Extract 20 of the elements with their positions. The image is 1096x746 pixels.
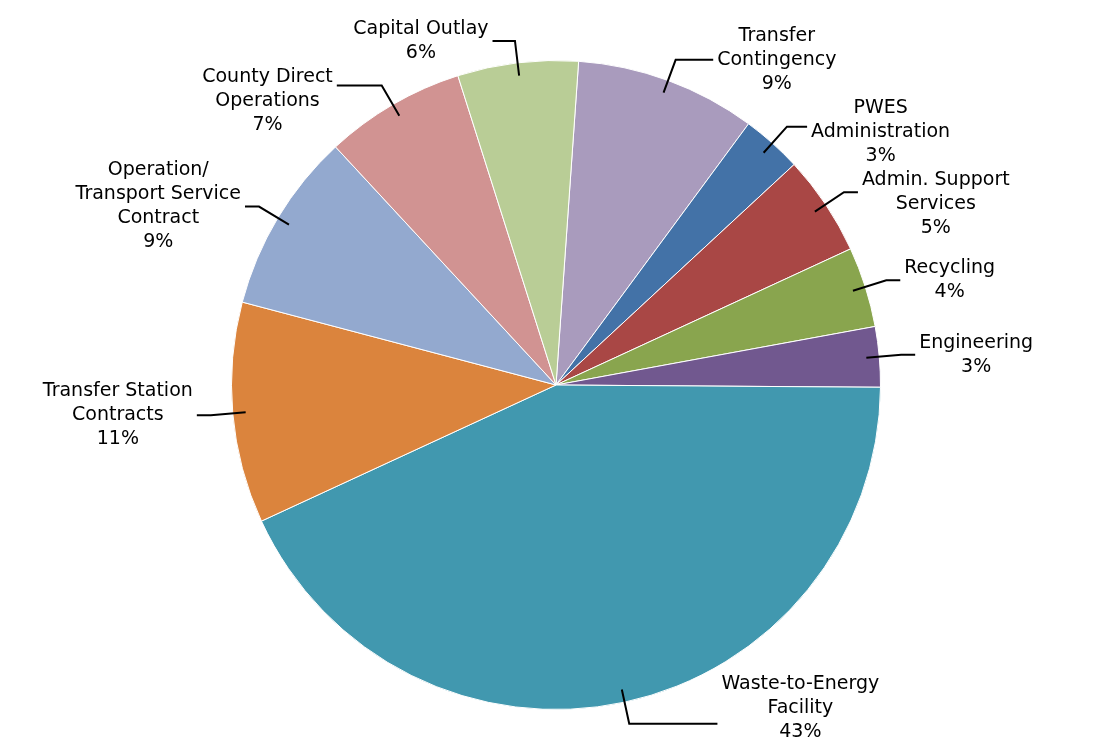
data-label: 43% xyxy=(779,718,822,741)
data-label: 6% xyxy=(405,39,436,62)
slice-label: Engineering xyxy=(919,329,1034,352)
data-label: 9% xyxy=(761,70,792,93)
data-label: 5% xyxy=(920,214,951,237)
slice-label: Transfer Station Contracts xyxy=(41,378,193,425)
data-label: 7% xyxy=(252,111,283,134)
slice-label: Waste-to-Energy Facility xyxy=(721,670,880,717)
slice-label: County Direct Operations xyxy=(202,63,333,110)
data-label: 11% xyxy=(96,426,139,449)
data-label: 3% xyxy=(961,353,992,376)
data-label: 3% xyxy=(865,142,896,165)
slice-label: Recycling xyxy=(904,255,996,278)
slice-label: PWES Administration xyxy=(811,94,951,141)
data-label: 9% xyxy=(143,229,174,252)
slice-label: Operation/ Transport Service Contract xyxy=(74,157,241,228)
slice-label: Transfer Contingency xyxy=(717,22,837,69)
data-label: 4% xyxy=(934,279,965,302)
slice-label: Admin. Support Services xyxy=(861,166,1010,213)
slice-label: Capital Outlay xyxy=(353,15,489,38)
